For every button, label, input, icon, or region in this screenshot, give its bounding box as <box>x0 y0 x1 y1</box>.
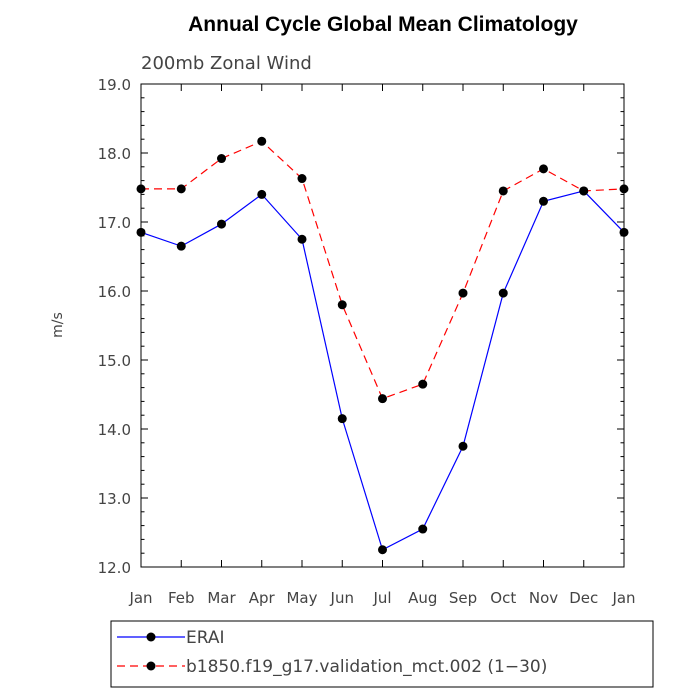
legend-label: ERAI <box>186 628 225 648</box>
legend-label: b1850.f19_g17.validation_mct.002 (1−30) <box>186 657 547 677</box>
data-point <box>136 227 146 237</box>
series-line <box>140 190 625 551</box>
data-point <box>176 184 186 194</box>
plot-frame <box>140 83 625 568</box>
data-point <box>297 174 307 184</box>
y-tick-label: 18.0 <box>98 145 131 163</box>
data-point <box>539 196 548 206</box>
y-tick-label: 17.0 <box>98 214 131 232</box>
data-point <box>217 154 226 164</box>
data-point <box>418 524 428 534</box>
legend-entry-2: b1850.f19_g17.validation_mct.002 (1−30) <box>117 657 547 677</box>
x-tick-label: Jan <box>128 589 152 607</box>
data-point <box>418 379 428 389</box>
legend-entry-1: ERAI <box>117 628 225 648</box>
data-point <box>257 136 267 146</box>
data-point <box>378 394 387 404</box>
legend-box <box>110 620 654 688</box>
y-tick-label: 12.0 <box>98 559 131 577</box>
series-layer <box>136 136 629 555</box>
data-point <box>539 164 548 174</box>
data-point <box>579 186 589 196</box>
data-point <box>257 189 267 199</box>
legend: ERAI b1850.f19_g17.validation_mct.002 (1−… <box>110 620 654 688</box>
x-tick-label: Aug <box>408 589 437 607</box>
series-1 <box>136 186 629 555</box>
y-axis-label: m/s <box>50 312 66 338</box>
legend-marker <box>146 661 156 671</box>
data-point <box>498 288 508 298</box>
data-point <box>136 184 146 194</box>
x-tick-label: Apr <box>249 589 276 607</box>
x-tick-label: Dec <box>569 589 598 607</box>
series-line <box>141 140 625 400</box>
y-tick-label: 13.0 <box>98 490 131 508</box>
y-tick-label: 19.0 <box>98 76 131 94</box>
x-tick-label: May <box>286 589 317 607</box>
x-tick-label: Nov <box>529 589 558 607</box>
y-tick-label: 14.0 <box>98 421 131 439</box>
axis-ticks: 12.0 13.0 14.0 15.0 16.0 17.0 18.0 19.0 Jan Feb Ma… <box>98 76 636 607</box>
data-point <box>619 227 629 237</box>
y-tick-label: 16.0 <box>98 283 131 301</box>
data-point <box>458 441 468 451</box>
chart-subtitle: 200mb Zonal Wind <box>141 53 312 74</box>
chart-title: Annual Cycle Global Mean Climatology <box>188 13 578 36</box>
legend-marker <box>146 632 156 642</box>
data-point <box>337 300 347 310</box>
x-tick-label: Jan <box>611 589 635 607</box>
data-point <box>498 186 508 196</box>
data-point <box>458 288 468 298</box>
x-tick-label: Mar <box>207 589 236 607</box>
x-tick-label: Jun <box>330 589 354 607</box>
x-tick-label: Jul <box>372 589 391 607</box>
data-point <box>378 545 387 555</box>
data-point <box>619 184 629 194</box>
data-point <box>217 219 226 229</box>
data-point <box>176 241 186 251</box>
x-tick-label: Sep <box>449 589 477 607</box>
y-tick-label: 15.0 <box>98 352 131 370</box>
data-point <box>297 234 307 244</box>
x-tick-label: Oct <box>490 589 516 607</box>
series-2 <box>136 136 629 404</box>
data-point <box>337 414 347 424</box>
x-tick-label: Feb <box>168 589 195 607</box>
